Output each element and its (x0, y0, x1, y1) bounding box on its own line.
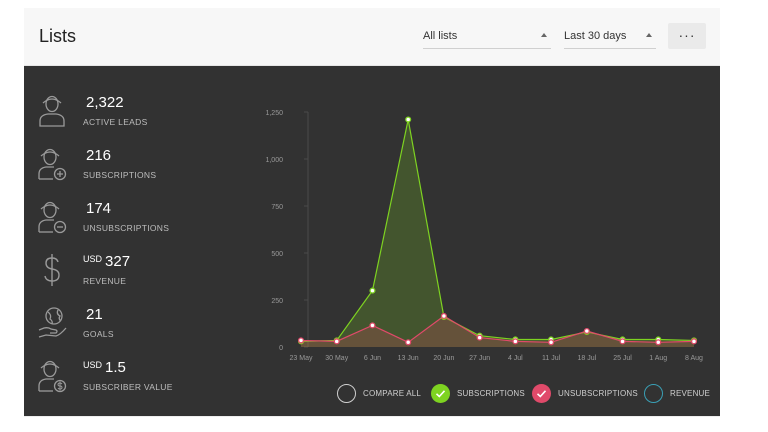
data-point (369, 287, 376, 294)
stat-value: 21 (86, 306, 103, 323)
y-tick-label: 0 (279, 345, 283, 352)
globe-hand-icon (38, 307, 67, 338)
person-icon (39, 95, 65, 127)
list-filter-select[interactable]: All lists (423, 23, 551, 49)
series-area (301, 119, 694, 347)
y-tick-label: 750 (271, 204, 283, 211)
data-point (619, 338, 626, 345)
legend-label: UNSUBSCRIPTIONS (558, 389, 638, 398)
y-tick-label: 500 (271, 251, 283, 258)
data-point (297, 337, 305, 344)
series-line (300, 315, 695, 343)
legend-unsubscriptions[interactable]: UNSUBSCRIPTIONS (532, 384, 652, 404)
list-filter-value: All lists (423, 30, 458, 42)
person-minus-icon (38, 201, 67, 234)
x-tick-label: 8 Aug (685, 355, 703, 362)
stat-value: 216 (86, 147, 112, 164)
stat-goals: 21 GOALS (24, 304, 224, 356)
check-icon (435, 390, 446, 398)
data-point (583, 327, 590, 335)
x-tick-label: 13 Jun (398, 355, 419, 362)
lists-card: Lists All lists Last 30 days ··· (24, 8, 720, 432)
data-point (655, 339, 662, 346)
stat-revenue: USD 327 REVENUE (24, 251, 224, 303)
x-tick-label: 11 Jul (542, 355, 561, 362)
legend-toggle-circle (644, 384, 663, 403)
legend-toggle-circle (532, 384, 551, 403)
legend-subscriptions[interactable]: SUBSCRIPTIONS (431, 384, 531, 404)
dollar-icon (44, 254, 60, 286)
more-options-button[interactable]: ··· (668, 23, 706, 49)
stat-label: SUBSCRIPTIONS (83, 170, 157, 180)
stat-label: REVENUE (83, 276, 127, 286)
card-footer (24, 416, 720, 432)
y-tick-label: 250 (271, 298, 283, 305)
stat-label: ACTIVE LEADS (83, 117, 148, 127)
chart-legend: COMPARE ALL SUBSCRIPTIONS UNSUBSCRIPTION… (334, 384, 714, 406)
person-plus-icon (38, 148, 67, 181)
stat-value: 174 (86, 200, 112, 217)
stat-label: SUBSCRIBER VALUE (83, 382, 173, 392)
x-tick-label: 4 Jul (508, 355, 523, 362)
data-point (440, 312, 447, 320)
card-header: Lists All lists Last 30 days ··· (24, 8, 720, 66)
stat-subscriber-value: USD 1.5 SUBSCRIBER VALUE (24, 357, 224, 409)
legend-label: COMPARE ALL (363, 389, 422, 398)
stat-value: 327 (105, 253, 131, 270)
stat-label: GOALS (83, 329, 114, 339)
x-tick-label: 27 Jun (469, 355, 490, 362)
legend-toggle-circle (337, 384, 356, 403)
stat-label: UNSUBSCRIPTIONS (83, 223, 170, 233)
data-point (405, 339, 412, 346)
check-icon (536, 390, 547, 398)
y-tick-label: 1,250 (265, 110, 283, 117)
date-range-select[interactable]: Last 30 days (564, 23, 656, 49)
data-point (690, 338, 698, 345)
series-line (300, 119, 695, 342)
stat-currency: USD (83, 360, 103, 370)
data-point (476, 334, 483, 341)
stat-currency: USD (83, 254, 103, 264)
stat-subscriptions: 216 SUBSCRIPTIONS (24, 145, 224, 197)
date-range-value: Last 30 days (564, 30, 627, 42)
data-point (369, 322, 376, 329)
series-area (301, 315, 694, 347)
data-point (333, 338, 340, 345)
legend-compare-all[interactable]: COMPARE ALL (337, 384, 437, 404)
stat-value: 2,322 (86, 94, 124, 111)
caret-icon (646, 33, 652, 37)
x-tick-label: 20 Jun (433, 355, 454, 362)
x-tick-label: 6 Jun (364, 355, 381, 362)
x-tick-label: 25 Jul (613, 355, 632, 362)
caret-icon (541, 33, 547, 37)
leads-area-chart: 0 250 500 750 1,000 1,250 23 May 30 May 6 Jun 13 … (265, 110, 703, 362)
legend-toggle-circle (431, 384, 450, 403)
person-dollar-icon (38, 360, 67, 393)
data-point (548, 339, 555, 346)
legend-revenue[interactable]: REVENUE (644, 384, 716, 404)
legend-label: REVENUE (670, 389, 711, 398)
y-tick-label: 1,000 (265, 157, 283, 164)
stat-value: 1.5 (105, 359, 126, 376)
data-point (405, 116, 412, 123)
dashboard-panel: 2,322 ACTIVE LEADS 216 SUBSCRIPTIONS (24, 66, 720, 416)
data-point (512, 338, 519, 345)
x-tick-label: 18 Jul (577, 355, 596, 362)
x-tick-label: 30 May (325, 355, 348, 362)
page-title: Lists (39, 26, 77, 46)
legend-label: SUBSCRIPTIONS (457, 389, 525, 398)
x-tick-label: 1 Aug (649, 355, 667, 362)
stat-active-leads: 2,322 ACTIVE LEADS (24, 92, 224, 144)
x-tick-label: 23 May (290, 355, 313, 362)
stat-unsubscriptions: 174 UNSUBSCRIPTIONS (24, 198, 224, 250)
